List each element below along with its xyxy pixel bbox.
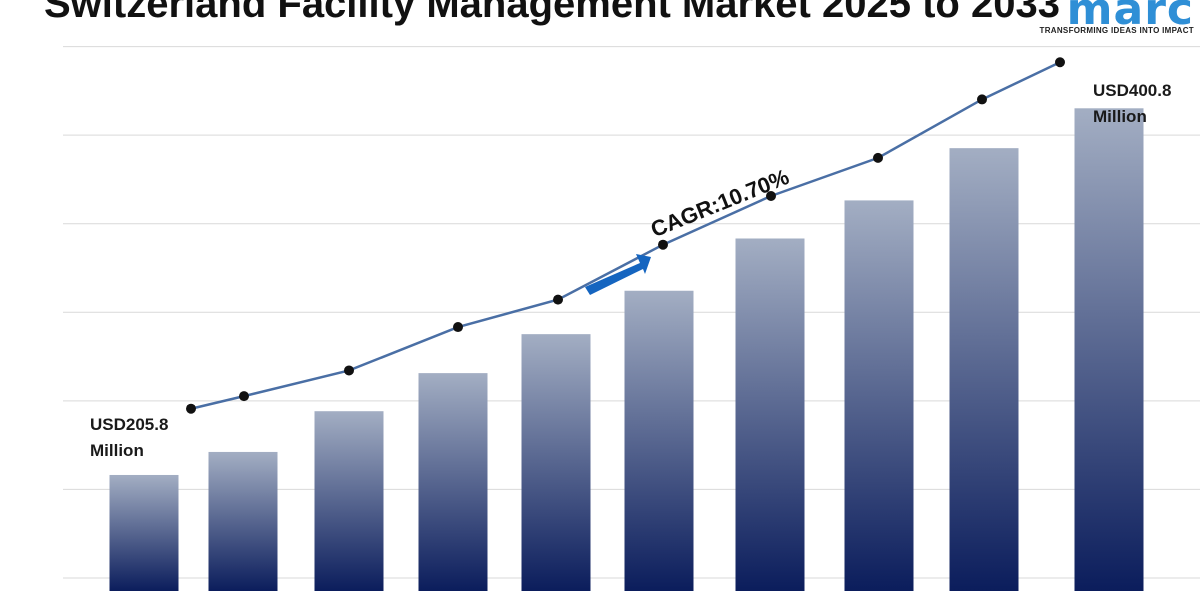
page-title: Switzerland Facility Management Market 2… xyxy=(44,0,1060,26)
end-value-amount: USD400.8 xyxy=(1093,81,1172,100)
trend-line-path xyxy=(190,61,1061,410)
bars xyxy=(109,108,1144,591)
bar-2028 xyxy=(418,373,488,591)
trend-point-2034 xyxy=(1055,57,1065,68)
bar-2029 xyxy=(521,334,591,591)
bar-2032 xyxy=(844,200,914,591)
bar-2027 xyxy=(314,411,384,591)
trend-point-2027 xyxy=(344,365,354,376)
bar-2025 xyxy=(109,474,179,591)
trend-line xyxy=(186,57,1065,414)
cagr-arrow-icon xyxy=(585,254,651,295)
bar-2031 xyxy=(735,238,805,591)
start-value-callout: USD205.8 Million xyxy=(90,412,168,464)
end-value-unit: Million xyxy=(1093,107,1147,126)
bar-2026 xyxy=(208,451,278,591)
start-value-unit: Million xyxy=(90,441,144,460)
trend-point-2033 xyxy=(977,94,987,105)
logo-wordmark: marc xyxy=(1066,0,1194,35)
trend-point-2028 xyxy=(453,322,463,333)
end-value-callout: USD400.8 Million xyxy=(1093,78,1171,130)
trend-point-2029 xyxy=(553,294,563,305)
trend-point-2031 xyxy=(766,190,776,201)
start-value-amount: USD205.8 xyxy=(90,415,169,434)
trend-point-2032 xyxy=(873,152,883,163)
bar-2034 xyxy=(1074,108,1144,591)
marc-logo: marc TRANSFORMING IDEAS INTO IMPACT xyxy=(1034,0,1194,35)
trend-point-2026 xyxy=(239,391,249,402)
bar-2033 xyxy=(949,148,1019,591)
bar-2030 xyxy=(624,290,694,591)
trend-point-2025 xyxy=(186,403,196,414)
trend-point-2030 xyxy=(658,239,668,250)
logo-tagline: TRANSFORMING IDEAS INTO IMPACT xyxy=(1039,26,1194,35)
